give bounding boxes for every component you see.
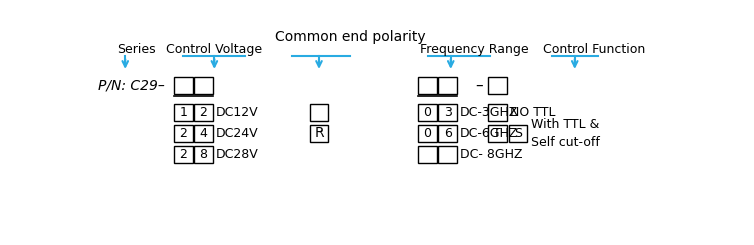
Bar xyxy=(195,104,213,121)
Bar xyxy=(310,125,328,142)
Text: NO TTL: NO TTL xyxy=(510,106,555,119)
Text: 0: 0 xyxy=(424,127,431,140)
Bar xyxy=(488,125,507,142)
Text: Common end polarity: Common end polarity xyxy=(274,30,425,44)
Text: DC- 8GHZ: DC- 8GHZ xyxy=(460,148,523,161)
Text: Series: Series xyxy=(118,43,156,56)
Text: –: – xyxy=(476,78,483,93)
Bar xyxy=(438,146,457,163)
Bar xyxy=(488,104,507,121)
Text: DC28V: DC28V xyxy=(216,148,259,161)
Text: R: R xyxy=(314,126,323,140)
Bar xyxy=(174,125,193,142)
Bar xyxy=(310,104,328,121)
Text: Frequency Range: Frequency Range xyxy=(420,43,529,56)
Bar xyxy=(195,77,213,94)
Bar xyxy=(418,104,437,121)
Bar xyxy=(438,125,457,142)
Text: DC-6GHZ: DC-6GHZ xyxy=(460,127,519,140)
Text: 2: 2 xyxy=(179,127,187,140)
Text: 4: 4 xyxy=(200,127,207,140)
Text: 1: 1 xyxy=(179,106,187,119)
Text: P/N: C29–: P/N: C29– xyxy=(98,79,165,93)
Bar xyxy=(418,125,437,142)
Text: 2: 2 xyxy=(200,106,207,119)
Text: 6: 6 xyxy=(443,127,452,140)
Bar xyxy=(488,77,507,94)
Text: Control Voltage: Control Voltage xyxy=(167,43,262,56)
Text: 3: 3 xyxy=(443,106,452,119)
Text: With TTL &
Self cut-off: With TTL & Self cut-off xyxy=(531,118,599,149)
Text: Control Function: Control Function xyxy=(543,43,645,56)
Text: 2: 2 xyxy=(179,148,187,161)
Bar xyxy=(174,146,193,163)
Text: DC12V: DC12V xyxy=(216,106,259,119)
Text: T: T xyxy=(493,127,501,140)
Text: 8: 8 xyxy=(200,148,207,161)
Bar xyxy=(174,77,193,94)
Bar xyxy=(509,125,528,142)
Text: DC24V: DC24V xyxy=(216,127,259,140)
Bar xyxy=(418,77,437,94)
Bar xyxy=(438,77,457,94)
Text: S: S xyxy=(514,127,523,140)
Bar xyxy=(195,125,213,142)
Bar xyxy=(438,104,457,121)
Bar xyxy=(418,146,437,163)
Bar xyxy=(195,146,213,163)
Text: 0: 0 xyxy=(424,106,431,119)
Text: DC-3GHZ: DC-3GHZ xyxy=(460,106,519,119)
Bar xyxy=(174,104,193,121)
